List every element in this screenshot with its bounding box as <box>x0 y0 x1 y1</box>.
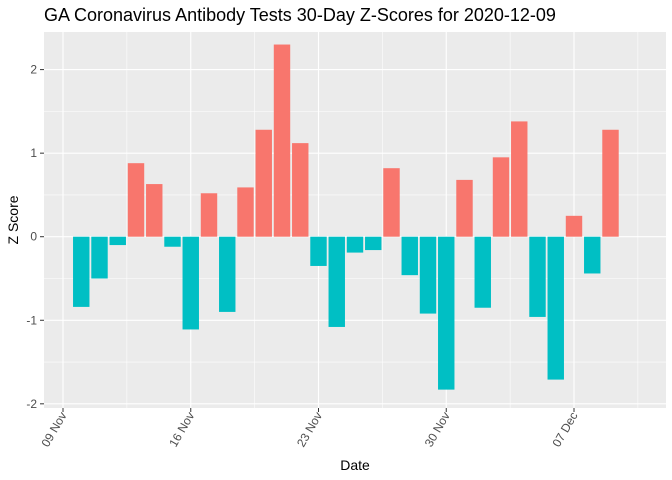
y-tick-label: -1 <box>26 313 37 327</box>
bar <box>328 236 345 327</box>
bar <box>73 236 90 307</box>
y-tick-label: 0 <box>30 230 37 244</box>
bar <box>255 129 272 237</box>
x-tick-label: 23 Nov <box>294 410 325 450</box>
bar <box>492 157 510 237</box>
bar <box>91 236 108 279</box>
bars <box>73 44 619 390</box>
bar <box>109 236 126 246</box>
bar <box>292 143 309 237</box>
bar <box>529 236 546 317</box>
bar <box>456 179 473 237</box>
y-axis-label: Z Score <box>5 195 21 244</box>
bar <box>547 236 564 380</box>
bar <box>346 236 364 253</box>
x-tick-label: 07 Dec <box>549 410 580 450</box>
x-tick-label: 09 Nov <box>38 410 69 450</box>
bar <box>584 236 601 274</box>
y-tick-label: 1 <box>30 146 37 160</box>
x-tick-label: 30 Nov <box>422 410 453 450</box>
bar <box>602 129 619 237</box>
y-tick-label: 2 <box>30 63 37 77</box>
x-axis-label: Date <box>340 457 370 473</box>
bar <box>164 236 181 247</box>
bar <box>438 236 455 390</box>
bar <box>310 236 327 266</box>
bar <box>511 121 528 237</box>
bar <box>127 163 145 237</box>
bar <box>219 236 236 312</box>
bar <box>565 215 583 237</box>
bar <box>401 236 418 276</box>
bar <box>383 168 400 237</box>
bar <box>182 236 199 330</box>
bar <box>273 44 291 237</box>
x-tick-label: 16 Nov <box>166 410 197 450</box>
bar <box>237 187 254 237</box>
y-tick-label: -2 <box>26 397 37 411</box>
bar <box>146 184 163 237</box>
bar <box>365 236 382 251</box>
bar <box>419 236 437 314</box>
bar <box>200 193 218 237</box>
bar <box>474 236 491 308</box>
chart-title: GA Coronavirus Antibody Tests 30-Day Z-S… <box>44 5 556 25</box>
